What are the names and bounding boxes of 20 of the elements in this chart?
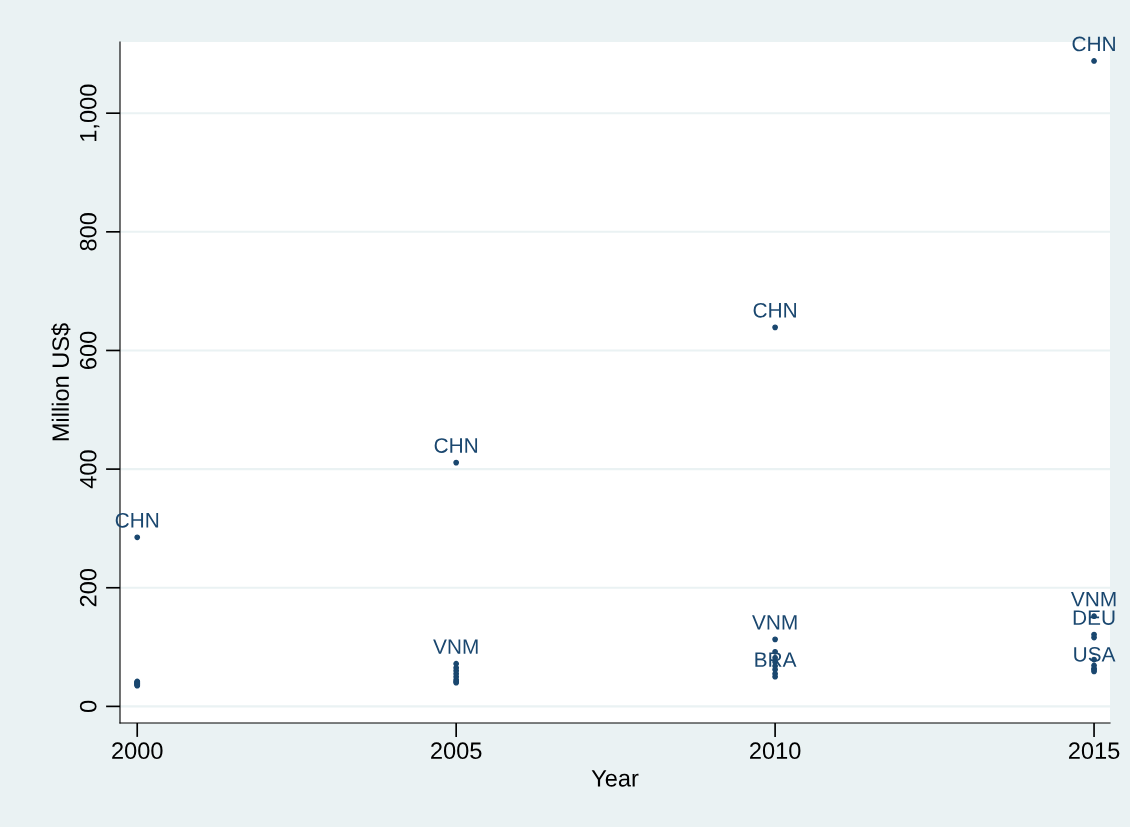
data-label: VNM <box>752 615 797 630</box>
y-tick-label: 600 <box>79 331 97 369</box>
x-tick-label: 2005 <box>431 742 482 760</box>
y-tick-label: 0 <box>79 700 97 713</box>
y-tick-label: 800 <box>79 213 97 251</box>
data-label: USA <box>1074 646 1116 662</box>
y-tick-label: 200 <box>79 568 97 607</box>
x-tick-label: 2000 <box>112 742 163 760</box>
x-tick-label: 2015 <box>1068 742 1120 760</box>
y-tick-label: 1,000 <box>79 84 100 141</box>
data-label: CHN <box>1072 36 1115 52</box>
data-label: CHN <box>434 438 478 453</box>
y-axis-title: Million US$ <box>51 323 71 441</box>
data-label: CHN <box>753 302 796 318</box>
data-label: VNM <box>433 639 478 654</box>
data-label: DEU <box>1073 610 1115 625</box>
x-tick-label: 2010 <box>750 742 801 760</box>
data-label: VNM <box>1071 592 1116 607</box>
y-tick-label: 400 <box>79 450 97 489</box>
x-axis-title: Year <box>591 770 639 787</box>
